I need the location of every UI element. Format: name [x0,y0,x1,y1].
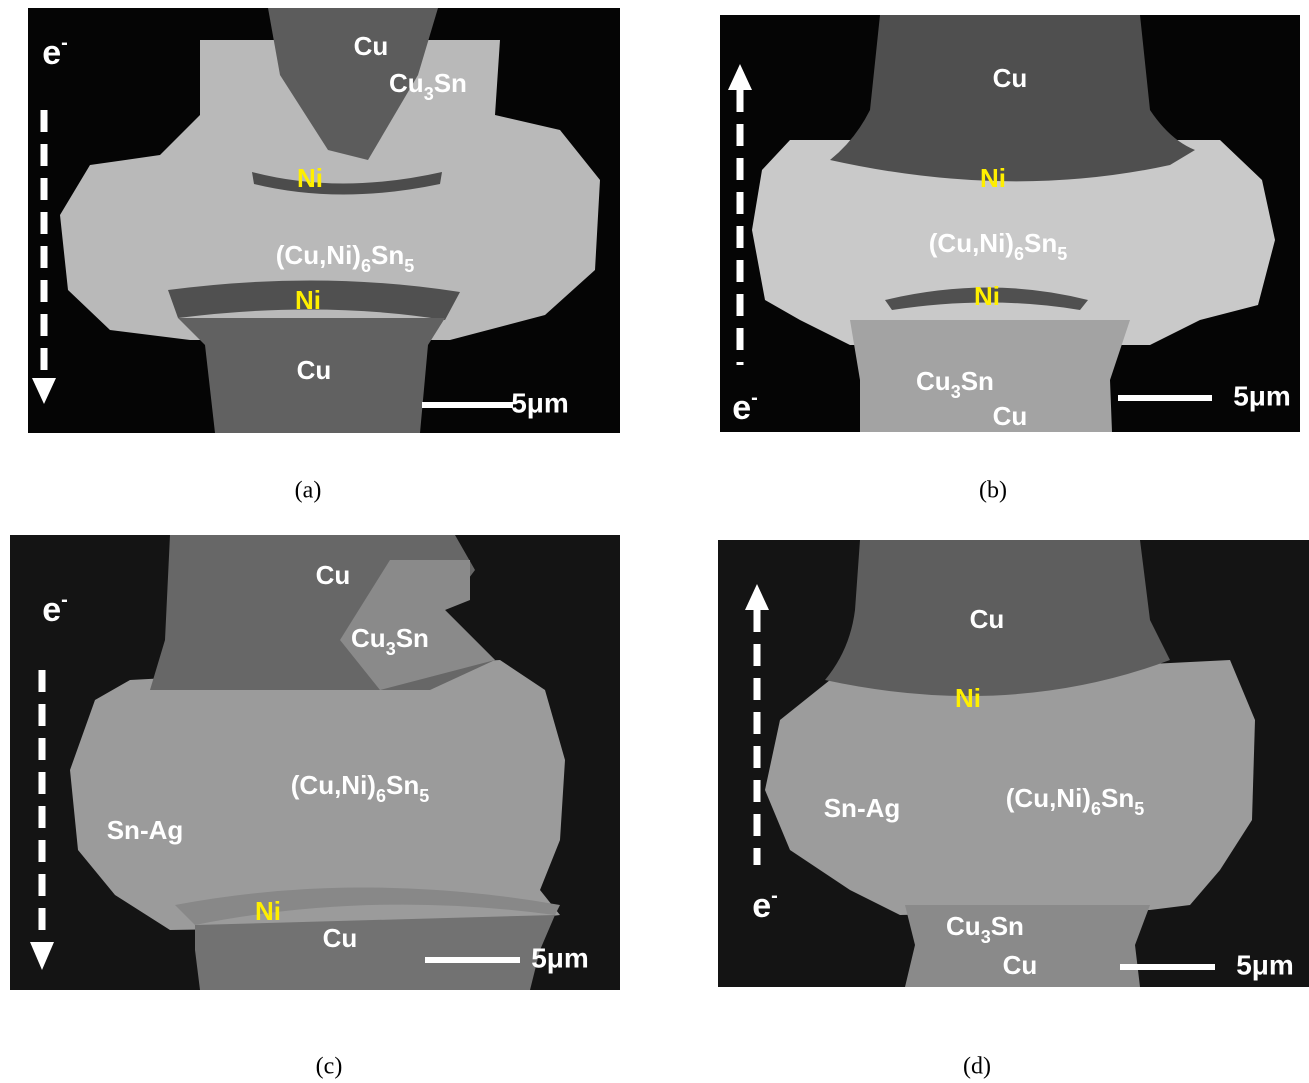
label-part: Cu [970,604,1005,634]
label-part: Sn [396,623,429,653]
label-part: Sn-Ag [824,793,901,823]
phase-label: Ni [295,285,321,315]
label-part: 5 [1134,799,1144,819]
label-part: Cu [916,366,951,396]
label-part: Cu [1003,950,1038,980]
label-part: Cu [316,560,351,590]
scale-bar-label: 5μm [1236,949,1294,980]
label-part: Sn [961,366,994,396]
label-part: Sn-Ag [107,815,184,845]
label-part: 3 [951,382,961,402]
panel-c [10,535,620,990]
phase-label: Cu [323,923,358,953]
label-part: Cu [297,355,332,385]
label-part: 6 [1014,244,1024,264]
phase-label: Cu [297,355,332,385]
phase-label: Cu [354,31,389,61]
label-part: 5 [404,256,414,276]
electron-base: e [42,34,61,72]
label-part: (Cu,Ni) [1006,783,1091,813]
phase-label: Cu [970,604,1005,634]
scale-bar-label: 5μm [1233,380,1291,411]
label-part: (Cu,Ni) [276,240,361,270]
electron-sup: - [771,885,778,907]
electron-base: e [732,389,751,427]
phase-label: Sn-Ag [107,815,184,845]
cu-pillar [830,15,1195,181]
phase-label: Cu [1003,950,1038,980]
phase-label: Ni [297,163,323,193]
label-part: Cu [993,63,1028,93]
label-part: 3 [424,84,434,104]
label-part: Ni [955,683,981,713]
label-part: Cu [351,623,386,653]
label-part: Ni [974,281,1000,311]
scale-bar-label: 5μm [531,942,589,973]
label-part: Ni [980,163,1006,193]
label-part: Sn [991,911,1024,941]
electron-sup: - [751,387,758,409]
figure: CuCu3SnNi(Cu,Ni)6Sn5NiCue-5μm(a)CuNi(Cu,… [0,0,1309,1083]
caption: (b) [979,478,1007,504]
electron-sup: - [61,32,68,54]
phase-label: Cu [316,560,351,590]
phase-label: Cu [993,401,1028,431]
label-part: Cu [323,923,358,953]
phase-label: Ni [980,163,1006,193]
label-part: 6 [1091,799,1101,819]
label-part: 6 [361,256,371,276]
label-part: Sn [1101,783,1134,813]
label-part: Ni [297,163,323,193]
label-part: Ni [255,896,281,926]
caption: (c) [316,1054,343,1080]
phase-label: Sn-Ag [824,793,901,823]
scale-bar-label: 5μm [511,387,569,418]
label-part: 5 [1057,244,1067,264]
caption: (a) [295,478,322,504]
label-part: Cu [354,31,389,61]
label-part: Ni [295,285,321,315]
label-part: Cu [993,401,1028,431]
label-part: Cu [946,911,981,941]
electron-base: e [42,591,61,629]
label-part: (Cu,Ni) [291,770,376,800]
phase-label: Ni [955,683,981,713]
electron-base: e [752,887,771,925]
cu-pillar [195,915,555,990]
label-part: (Cu,Ni) [929,228,1014,258]
label-part: Cu [389,68,424,98]
label-part: 6 [376,786,386,806]
label-part: 3 [981,927,991,947]
label-part: Sn [434,68,467,98]
electron-sup: - [61,589,68,611]
label-part: 5 [419,786,429,806]
phase-label: Cu [993,63,1028,93]
label-part: 3 [386,639,396,659]
label-part: Sn [386,770,419,800]
label-part: Sn [371,240,404,270]
label-part: Sn [1024,228,1057,258]
caption: (d) [963,1054,991,1080]
phase-label: Ni [255,896,281,926]
phase-label: Ni [974,281,1000,311]
